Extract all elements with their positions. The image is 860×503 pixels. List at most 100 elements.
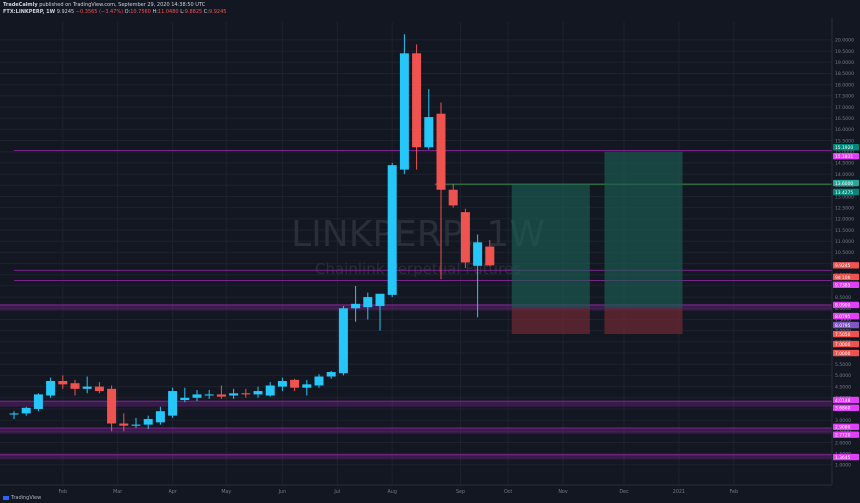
- drawings: [0, 150, 832, 460]
- candle-body: [460, 212, 470, 263]
- price-label-bg: [833, 301, 859, 309]
- x-tick-label: Aug: [388, 489, 397, 495]
- y-tick-label: 7.5000: [835, 317, 851, 323]
- price-axis: 1.00001.50002.00002.50003.00003.50004.00…: [831, 18, 854, 485]
- price-labels: 15.1920 15.1831 13.6000 13.4275 9.9245 9d 10h…: [833, 144, 859, 461]
- x-tick-label: Jul: [333, 489, 340, 495]
- price-label: 13.6000: [835, 181, 853, 187]
- candle-body: [302, 384, 312, 388]
- y-tick-label: 1.0000: [835, 463, 851, 469]
- candle-body: [9, 413, 19, 415]
- price-change: −0.3565 (−3.47%): [75, 9, 124, 15]
- candle-body: [363, 297, 373, 308]
- support-band: [0, 454, 832, 460]
- y-tick-label: 8.5000: [835, 295, 851, 301]
- support-band: [0, 427, 832, 434]
- price-label-bg: [833, 153, 859, 160]
- candle-body: [192, 394, 202, 398]
- y-tick-label: 17.5000: [835, 94, 854, 100]
- x-tick-label: 2021: [673, 489, 685, 495]
- price-label-bg: [833, 188, 859, 196]
- loss-zone: [604, 308, 683, 335]
- candle-body: [436, 113, 446, 190]
- tradingview-logo-icon: [3, 495, 9, 500]
- candle-body: [107, 388, 117, 424]
- y-tick-label: 10.5000: [835, 250, 854, 256]
- candle-body: [46, 380, 56, 396]
- candles: [9, 34, 495, 432]
- price-label: 7.0000: [835, 342, 851, 348]
- price-label-bg: [833, 453, 859, 461]
- price-label: 4.0148: [835, 398, 851, 404]
- high-value: 11.0480: [157, 9, 179, 15]
- x-tick-label: Dec: [619, 489, 629, 495]
- price-label: 8.0795: [835, 323, 851, 329]
- candle-body: [399, 53, 409, 170]
- footer-brand: TradingView: [11, 495, 42, 501]
- price-label-bg: [833, 144, 859, 151]
- x-tick-label: May: [221, 489, 231, 495]
- candle-body: [473, 242, 483, 266]
- published-text: published on TradingView.com, September …: [39, 2, 206, 8]
- candle-body: [387, 165, 397, 295]
- y-tick-label: 5.0000: [835, 373, 851, 379]
- candle-body: [412, 53, 422, 148]
- symbol-label: FTX:LINKPERP, 1W: [3, 9, 56, 15]
- price-label-bg: [833, 349, 859, 357]
- candle-body: [314, 376, 324, 386]
- price-label-bg: [833, 404, 859, 412]
- price-label: 9.7385: [835, 283, 851, 289]
- price-label-bg: [833, 330, 859, 338]
- candle-body: [131, 424, 141, 426]
- candle-body: [277, 380, 287, 387]
- profit-zone: [604, 151, 683, 309]
- candle-body: [229, 393, 239, 396]
- candle-body: [82, 386, 92, 389]
- price-label: 2.7720: [835, 432, 851, 438]
- x-tick-label: Mar: [113, 489, 122, 495]
- high-label: H:: [152, 9, 158, 15]
- candle-body: [58, 380, 68, 385]
- candle-body: [448, 189, 458, 206]
- y-tick-label: 16.5000: [835, 116, 854, 122]
- close-label: C:: [203, 9, 209, 15]
- support-band: [0, 304, 832, 311]
- price-label-bg: [833, 321, 859, 329]
- candle-body: [375, 293, 385, 307]
- chart-header: TradeCalmly published on TradingView.com…: [3, 2, 603, 22]
- candle-body: [485, 246, 495, 266]
- price-label: 8.0900: [835, 303, 851, 309]
- y-tick-label: 3.0000: [835, 418, 851, 424]
- price-label-bg: [833, 431, 859, 438]
- candle-body: [21, 407, 31, 414]
- x-tick-label: Nov: [558, 489, 568, 495]
- support-band: [0, 401, 832, 407]
- y-tick-label: 4.5000: [835, 384, 851, 390]
- y-tick-label: 8.0000: [835, 306, 851, 312]
- low-label: L:: [180, 9, 185, 15]
- x-tick-label: Feb: [59, 489, 68, 495]
- open-label: O:: [124, 9, 131, 15]
- y-tick-label: 14.0000: [835, 172, 854, 178]
- price-label: 3.6860: [835, 406, 851, 412]
- price-label: 13.4275: [835, 190, 853, 196]
- candle-body: [33, 394, 43, 409]
- y-tick-label: 20.0000: [835, 38, 854, 44]
- x-tick-label: Sep: [456, 489, 465, 495]
- candle-body: [119, 423, 129, 426]
- time-axis: Feb Mar Apr May Jun Jul Aug Sep Oct Nov Dec 2021 Feb: [0, 484, 832, 495]
- last-price: 9.9245: [56, 9, 75, 15]
- y-tick-label: 18.0000: [835, 82, 854, 88]
- candle-body: [168, 391, 178, 416]
- price-label-bg: [833, 423, 859, 431]
- watermark-name: Chainlink Perpetual Futures: [315, 260, 521, 278]
- y-tick-label: 15.0000: [835, 150, 854, 156]
- loss-zone: [511, 308, 590, 335]
- price-label: 1.3645: [835, 455, 851, 461]
- y-tick-label: 2.0000: [835, 440, 851, 446]
- price-label-bg: [833, 396, 859, 404]
- candle-body: [338, 308, 348, 374]
- y-tick-label: 5.5000: [835, 362, 851, 368]
- y-tick-label: 11.0000: [835, 239, 854, 245]
